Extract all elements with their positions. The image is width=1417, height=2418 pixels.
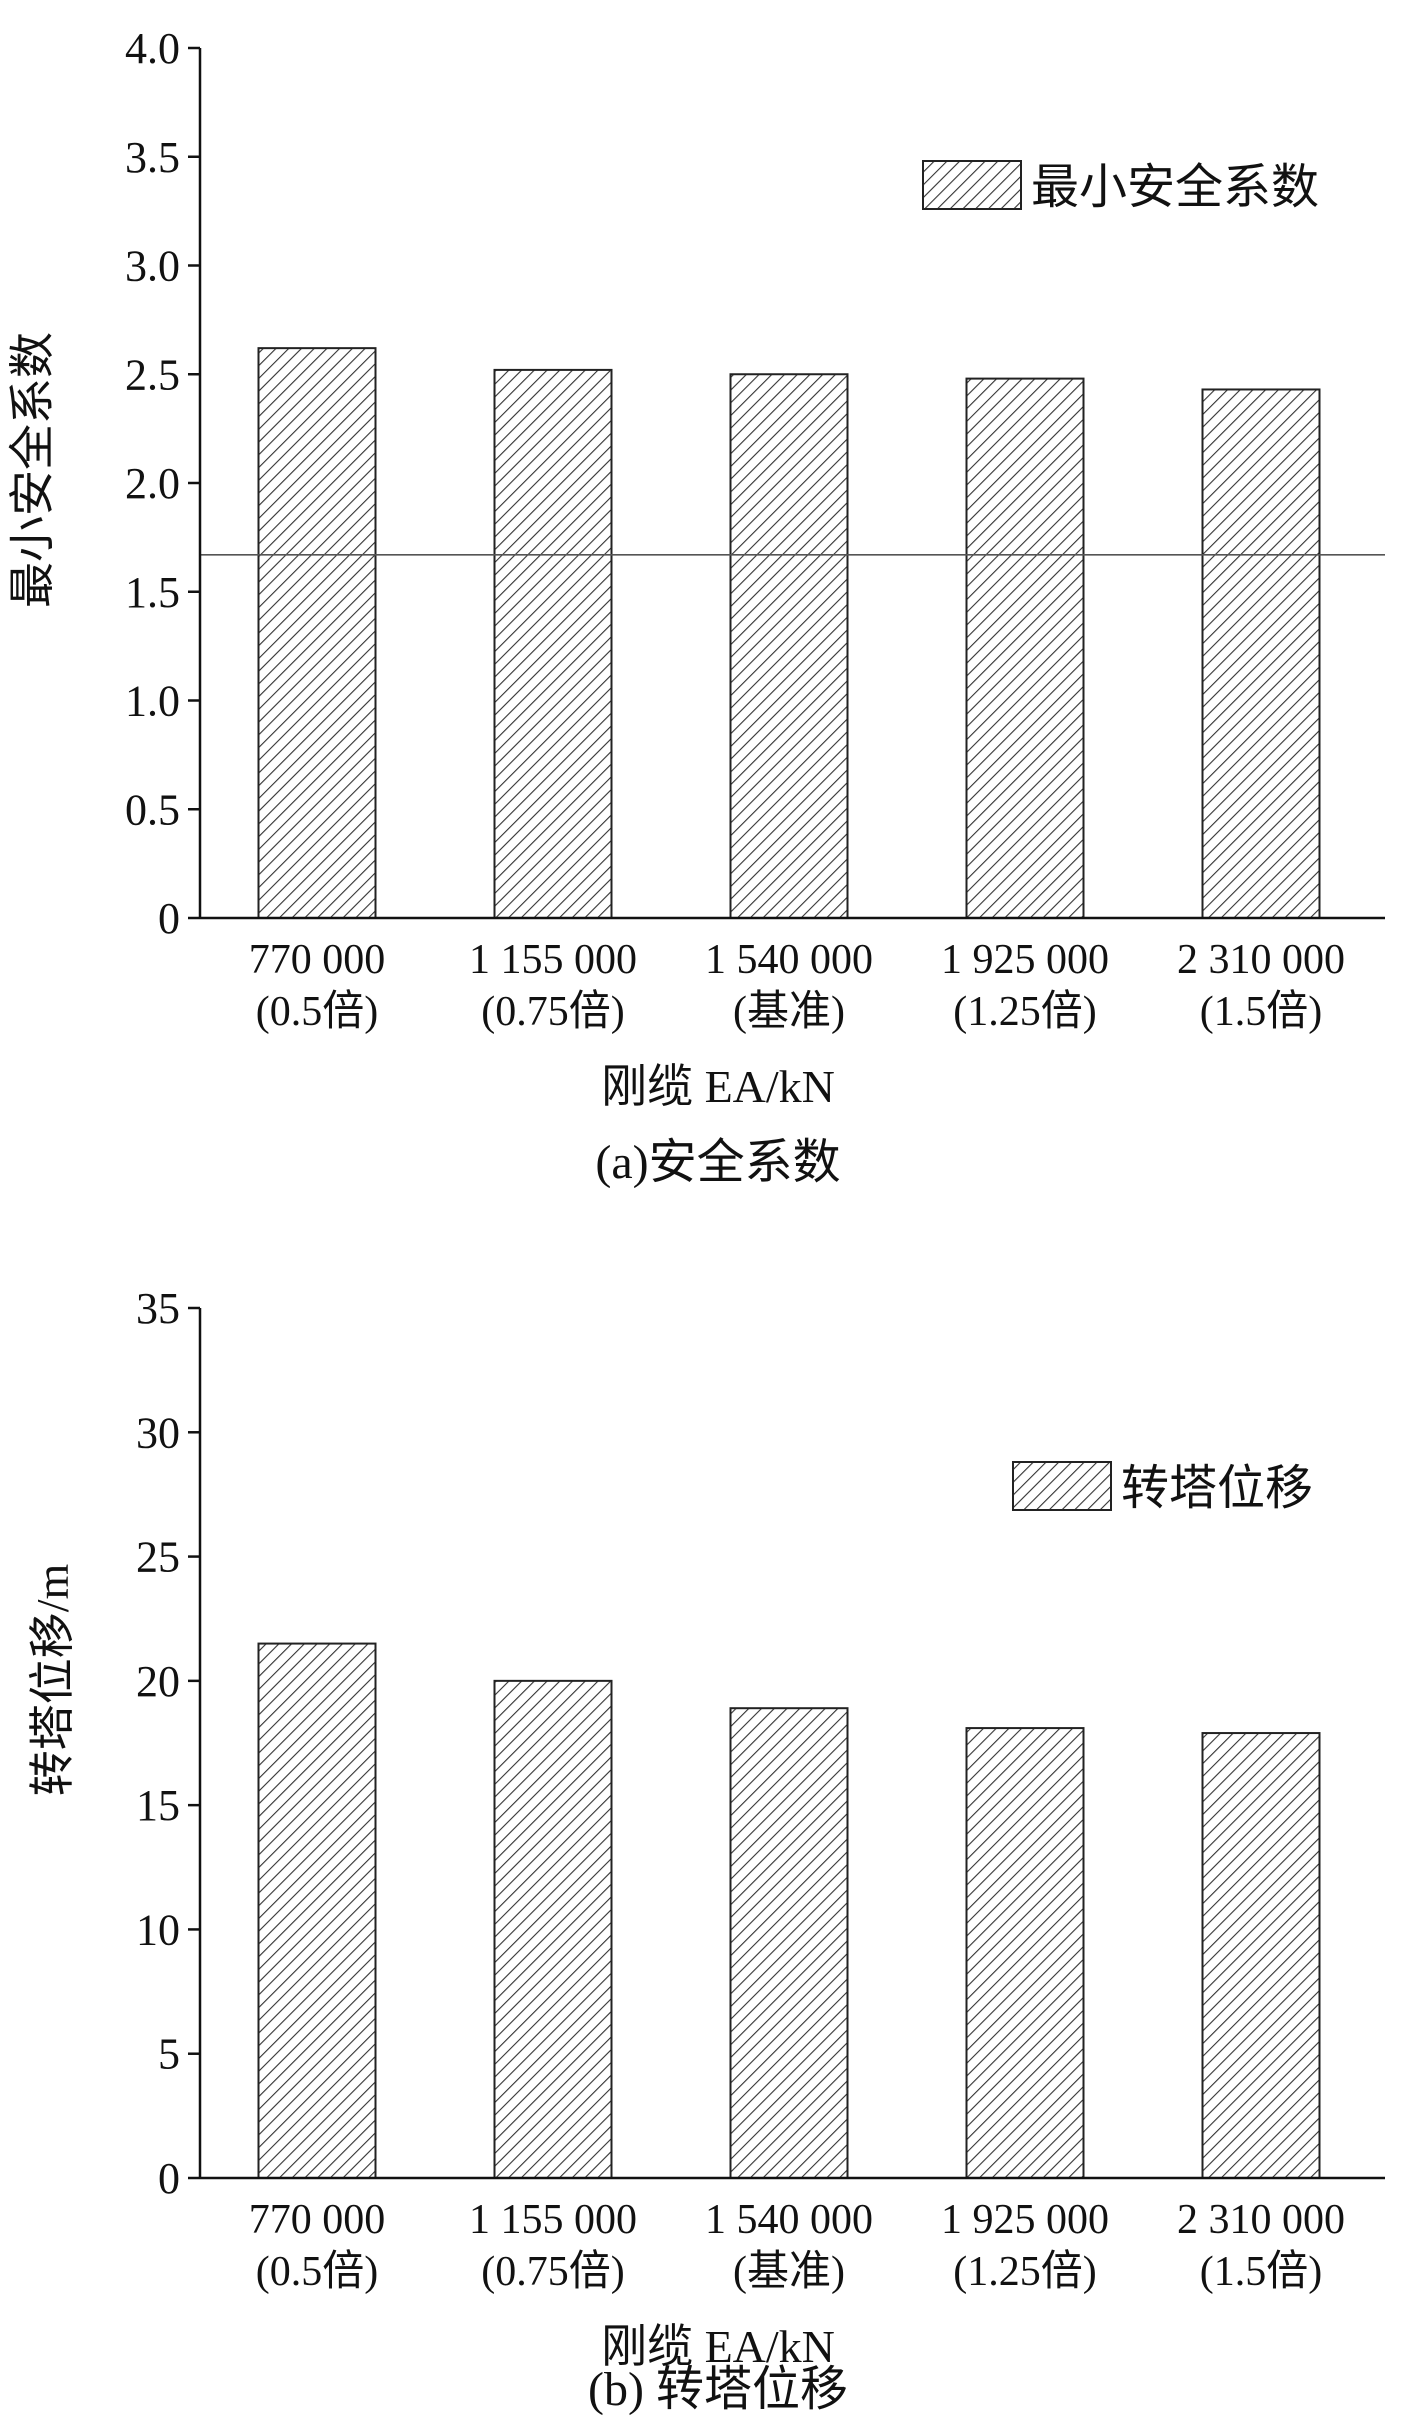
y-axis-title: 转塔位移/m	[27, 1564, 78, 1797]
x-axis: 770 000 (0.5倍) 1 155 000 (0.75倍) 1 540 000 (基…	[200, 2176, 1385, 2295]
bar	[729, 1707, 849, 2179]
legend-swatch	[1012, 1461, 1112, 1511]
y-tick-label: 0.5	[125, 785, 180, 834]
x-axis: 770 000 (0.5倍) 1 155 000 (0.75倍) 1 540 000 (基…	[200, 916, 1385, 1035]
figure-caption: (a)安全系数	[595, 1136, 840, 1189]
y-tick-label: 3.0	[125, 242, 180, 291]
y-tick-label: 0	[158, 2154, 180, 2203]
x-tick-label: 1 540 000	[705, 937, 873, 983]
y-tick-label: 0	[158, 894, 180, 943]
figure-caption: (b) 转塔位移	[588, 2363, 848, 2416]
bars	[257, 347, 1321, 920]
x-tick-note: (基准)	[733, 2249, 845, 2295]
x-tick-note: (基准)	[733, 989, 845, 1035]
bar	[257, 1642, 377, 2179]
y-axis: 0 5 10 15 20 25 30 35	[136, 1284, 202, 2203]
legend-label: 最小安全系数	[1031, 161, 1319, 214]
bar	[493, 1679, 613, 2180]
x-tick-note: (1.25倍)	[953, 988, 1096, 1035]
x-tick-label: 2 310 000	[1177, 937, 1345, 983]
bar	[965, 1727, 1085, 2179]
y-tick-label: 4.0	[125, 24, 180, 73]
y-tick-label: 35	[136, 1284, 180, 1333]
y-axis: 0 0.5 1.0 1.5 2.0 2.5 3.0 3.5 4.0	[125, 24, 202, 943]
y-tick-label: 5	[158, 2030, 180, 2079]
y-tick-label: 1.5	[125, 568, 180, 617]
x-tick-note: (1.5倍)	[1200, 2248, 1322, 2295]
y-axis-title: 最小安全系数	[7, 332, 58, 608]
x-tick-note: (0.5倍)	[256, 2248, 378, 2295]
chart-turret-displacement: 0 5 10 15 20 25 30 35 770 000 (0.5倍) 1 155 000 (0.…	[27, 1284, 1385, 2416]
x-axis-title: 刚缆 EA/kN	[601, 2321, 835, 2372]
bar	[493, 368, 613, 919]
x-axis-title: 刚缆 EA/kN	[601, 1061, 835, 1112]
y-tick-label: 25	[136, 1533, 180, 1582]
x-tick-label: 1 155 000	[469, 2197, 637, 2243]
bars	[257, 1642, 1321, 2180]
y-tick-label: 15	[136, 1781, 180, 1830]
bar	[1201, 1732, 1321, 2179]
x-tick-label: 1 925 000	[941, 937, 1109, 983]
bar	[965, 377, 1085, 920]
y-tick-label: 3.5	[125, 133, 180, 182]
legend: 转塔位移	[1012, 1461, 1313, 1515]
x-tick-note: (0.75倍)	[481, 988, 624, 1035]
legend-swatch	[922, 160, 1022, 210]
y-tick-label: 1.0	[125, 677, 180, 726]
x-tick-note: (1.5倍)	[1200, 988, 1322, 1035]
y-tick-label: 2.0	[125, 459, 180, 508]
legend-label: 转塔位移	[1121, 1462, 1313, 1515]
x-tick-label: 1 540 000	[705, 2197, 873, 2243]
y-tick-label: 20	[136, 1657, 180, 1706]
x-tick-label: 1 925 000	[941, 2197, 1109, 2243]
x-tick-label: 770 000	[249, 937, 386, 983]
y-tick-label: 10	[136, 1905, 180, 1954]
bar	[729, 373, 849, 919]
bar	[257, 347, 377, 919]
x-tick-note: (0.5倍)	[256, 988, 378, 1035]
bar	[1201, 388, 1321, 920]
x-tick-label: 1 155 000	[469, 937, 637, 983]
x-tick-note: (1.25倍)	[953, 2248, 1096, 2295]
y-tick-label: 30	[136, 1408, 180, 1457]
chart-safety-factor: 0 0.5 1.0 1.5 2.0 2.5 3.0 3.5 4.0 770 000 (0.5倍) 1…	[7, 24, 1385, 1189]
y-tick-label: 2.5	[125, 350, 180, 399]
legend: 最小安全系数	[922, 160, 1319, 214]
x-tick-note: (0.75倍)	[481, 2248, 624, 2295]
x-tick-label: 2 310 000	[1177, 2197, 1345, 2243]
x-tick-label: 770 000	[249, 2197, 386, 2243]
